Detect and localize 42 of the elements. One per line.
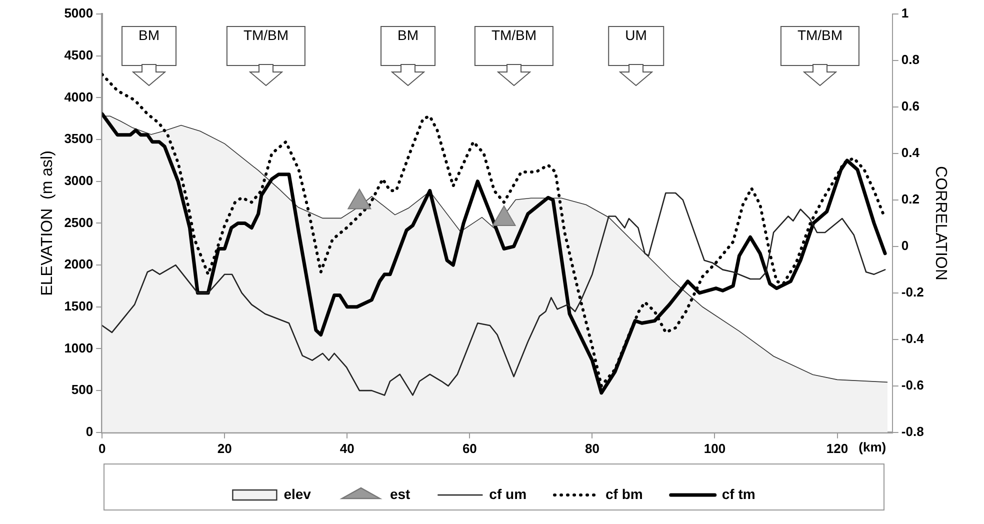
- legend-label: elev: [284, 486, 312, 502]
- annotation: TM/BM: [780, 26, 860, 66]
- y-tick-label: 4500: [64, 47, 94, 62]
- y-tick-label: 2500: [64, 214, 94, 230]
- x-tick-label: 100: [704, 440, 726, 456]
- x-tick-label: 20: [217, 440, 232, 456]
- y2-tick-label: 0.2: [901, 192, 920, 207]
- x-axis-title: (km): [858, 439, 886, 454]
- legend-label: cf bm: [606, 486, 643, 502]
- y2-tick-label: -0.2: [901, 284, 924, 300]
- y2-tick-label: -0.6: [901, 377, 924, 392]
- y-axis-title: ELEVATION (m asl): [39, 150, 56, 296]
- legend-label: est: [390, 486, 411, 502]
- y-tick-label: 3000: [64, 172, 94, 188]
- y2-tick-label: 1: [901, 6, 909, 21]
- y2-tick-label: -0.8: [901, 424, 924, 439]
- y-tick-label: 1000: [64, 340, 94, 356]
- y-tick-label: 0: [86, 424, 94, 439]
- y2-axis-title: CORRELATION: [932, 166, 949, 280]
- annotation: TM/BM: [226, 26, 306, 66]
- y2-tick-label: 0.8: [901, 52, 920, 68]
- y2-tick-label: 0: [901, 238, 909, 254]
- x-tick-label: 80: [584, 440, 600, 456]
- y-tick-label: 1500: [64, 298, 94, 314]
- x-tick-label: 40: [340, 440, 354, 456]
- y2-tick-label: 0.6: [901, 98, 920, 114]
- y2-tick-label: -0.4: [901, 331, 925, 346]
- y-tick-label: 500: [71, 382, 94, 398]
- y-tick-label: 4000: [64, 89, 94, 104]
- legend-label: cf um: [489, 486, 527, 502]
- y-tick-label: 5000: [64, 6, 94, 21]
- x-tick-label: 60: [462, 440, 477, 456]
- legend-label: cf tm: [722, 486, 756, 502]
- annotation: UM: [608, 26, 664, 66]
- annotation: BM: [122, 26, 176, 66]
- annotation: BM: [380, 26, 436, 66]
- y-tick-label: 3500: [64, 131, 94, 146]
- y-tick-label: 2000: [64, 256, 94, 272]
- x-tick-label: 0: [98, 440, 106, 456]
- y2-tick-label: 0.4: [901, 145, 920, 160]
- x-tick-label: 120: [826, 440, 848, 456]
- annotation: TM/BM: [474, 26, 554, 66]
